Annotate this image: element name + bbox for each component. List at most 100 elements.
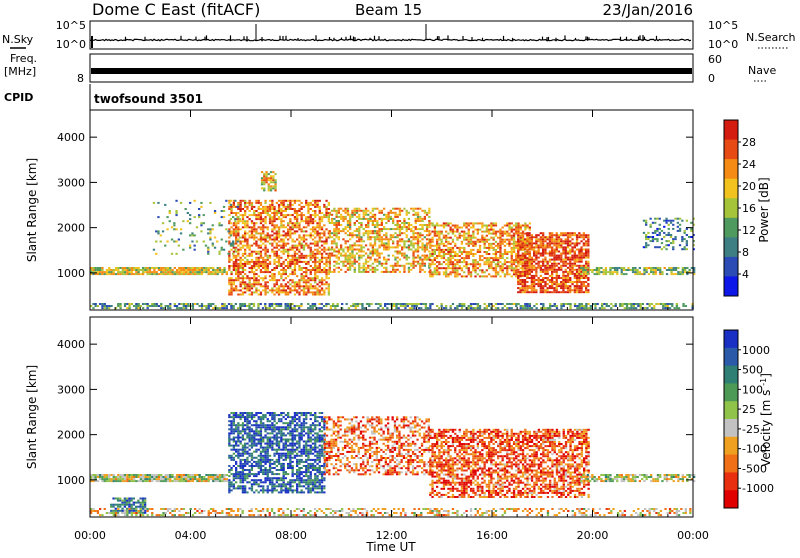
range-gate-cell — [576, 234, 578, 236]
range-gate-cell — [251, 253, 253, 255]
range-gate-cell — [549, 281, 551, 283]
range-gate-cell — [560, 232, 562, 234]
range-gate-cell — [538, 249, 540, 251]
range-gate-cell — [97, 474, 99, 476]
range-gate-cell — [659, 232, 661, 234]
range-gate-cell — [321, 218, 323, 220]
range-gate-cell — [556, 246, 558, 248]
range-gate-cell — [526, 234, 528, 236]
range-gate-cell — [309, 307, 311, 309]
range-gate-cell — [153, 478, 155, 480]
range-gate-cell — [255, 265, 257, 267]
range-gate-cell — [643, 273, 645, 275]
range-gate-cell — [240, 228, 242, 230]
range-gate-cell — [249, 285, 251, 287]
range-gate-cell — [419, 234, 421, 236]
range-gate-cell — [372, 263, 374, 265]
range-gate-cell — [187, 303, 189, 305]
range-gate-cell — [203, 476, 205, 478]
range-gate-cell — [283, 243, 285, 245]
range-gate-cell — [504, 263, 506, 265]
range-gate-cell — [251, 259, 253, 261]
range-gate-cell — [340, 224, 342, 226]
range-gate-cell — [565, 285, 567, 287]
range-gate-cell — [253, 224, 255, 226]
range-gate-cell — [454, 255, 456, 257]
range-gate-cell — [272, 181, 274, 183]
range-gate-cell — [515, 273, 517, 275]
range-gate-cell — [190, 478, 192, 480]
range-gate-cell — [652, 269, 654, 271]
range-gate-cell — [609, 269, 611, 271]
range-gate-cell — [558, 251, 560, 253]
range-gate-cell — [251, 234, 253, 236]
range-gate-cell — [574, 263, 576, 265]
range-gate-cell — [333, 234, 335, 236]
range-gate-cell — [397, 224, 399, 226]
range-gate-cell — [275, 303, 277, 305]
range-gate-cell — [190, 267, 192, 269]
range-gate-cell — [560, 242, 562, 244]
range-gate-cell — [565, 238, 567, 240]
range-gate-cell — [542, 269, 544, 271]
range-gate-cell — [205, 269, 207, 271]
range-gate-cell — [251, 214, 253, 216]
range-gate-cell — [374, 271, 376, 273]
range-gate-cell — [490, 245, 492, 247]
range-gate-cell — [493, 229, 495, 231]
range-gate-cell — [267, 206, 269, 208]
range-gate-cell — [347, 230, 349, 232]
range-gate-cell — [268, 183, 270, 185]
range-gate-cell — [205, 480, 207, 482]
range-gate-cell — [235, 243, 237, 245]
range-gate-cell — [303, 275, 305, 277]
range-gate-cell — [461, 247, 463, 249]
range-gate-cell — [285, 305, 287, 307]
range-gate-cell — [253, 222, 255, 224]
range-gate-cell — [614, 267, 616, 269]
range-gate-cell — [419, 236, 421, 238]
range-gate-cell — [567, 303, 569, 305]
range-gate-cell — [426, 214, 428, 216]
range-gate-cell — [280, 289, 282, 291]
range-gate-cell — [499, 237, 501, 239]
range-gate-cell — [319, 206, 321, 208]
range-gate-cell — [251, 237, 253, 239]
range-gate-cell — [556, 242, 558, 244]
range-gate-cell — [312, 257, 314, 259]
range-gate-cell — [280, 218, 282, 220]
range-gate-cell — [164, 245, 166, 247]
range-gate-cell — [237, 269, 239, 271]
range-gate-cell — [372, 255, 374, 257]
range-gate-cell — [524, 303, 526, 305]
range-gate-cell — [511, 237, 513, 239]
range-gate-cell — [278, 279, 280, 281]
range-gate-cell — [398, 307, 400, 309]
range-gate-cell — [515, 247, 517, 249]
range-gate-cell — [524, 249, 526, 251]
range-gate-cell — [649, 303, 651, 305]
range-gate-cell — [434, 253, 436, 255]
range-gate-cell — [273, 289, 275, 291]
range-gate-cell — [261, 179, 263, 181]
range-gate-cell — [429, 245, 431, 247]
range-gate-cell — [585, 277, 587, 279]
range-gate-cell — [99, 269, 101, 271]
range-gate-cell — [199, 269, 201, 271]
range-gate-cell — [655, 303, 657, 305]
range-gate-cell — [571, 273, 573, 275]
range-gate-cell — [646, 307, 648, 309]
range-gate-cell — [659, 273, 661, 275]
range-gate-cell — [558, 277, 560, 279]
range-gate-cell — [233, 287, 235, 289]
range-gate-cell — [497, 245, 499, 247]
range-gate-cell — [419, 269, 421, 271]
range-gate-cell — [403, 267, 405, 269]
range-gate-cell — [124, 303, 126, 305]
range-gate-cell — [319, 253, 321, 255]
range-gate-cell — [374, 238, 376, 240]
range-gate-cell — [637, 269, 639, 271]
range-gate-cell — [363, 246, 365, 248]
range-gate-cell — [314, 263, 316, 265]
range-gate-cell — [185, 474, 187, 476]
